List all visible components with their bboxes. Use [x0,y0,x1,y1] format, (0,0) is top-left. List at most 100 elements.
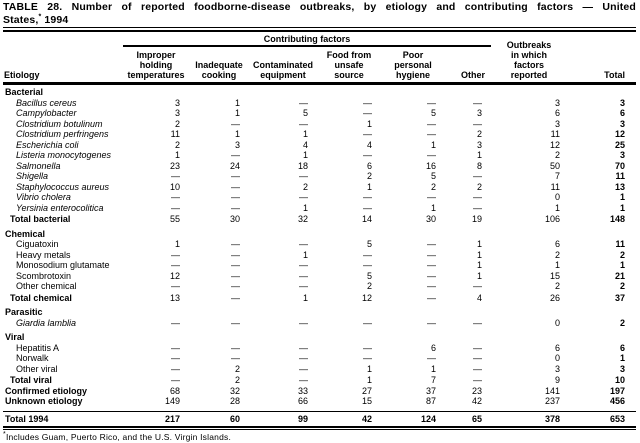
row-label: Total 1994 [5,413,49,424]
row-label: Total chemical [10,292,72,303]
cell-value: 1 [174,150,180,160]
row-label: Escherichia coli [16,139,79,150]
table-body: Bacterial Bacillus cereus 3 1— — — —3 3 Campylob… [3,85,636,426]
cell-value: — [231,171,240,181]
cell-value: — [473,97,482,108]
cell-value: — [299,260,308,270]
cell-value: 23 [169,160,180,171]
cell-value: 3 [619,150,625,160]
cell-value: 9 [554,375,560,385]
cell-value: — [473,118,482,129]
factor-col-header: Inadequate cooking [195,60,243,80]
row-label: Other chemical [16,281,77,291]
cell-value: — [427,292,436,303]
factor-col-header: Poor personal hygiene [394,50,432,80]
row-label: Listeria monocytogenes [16,150,112,160]
table-row: Total chemical 13 — 1 12 — 4 26 37 [3,293,636,304]
cell-value: — [299,363,308,374]
cell-value: 2 [234,363,240,374]
cell-value: 1 [234,129,240,139]
cell-value: 1 [476,249,482,260]
cell-value: — [363,353,372,363]
cell-value: 12 [169,270,180,281]
cell-value: — [299,192,308,202]
cell-value: 5 [430,171,436,181]
table-title-line2-text: States, [3,13,39,26]
factor-col-header: Food from unsafe source [326,50,372,80]
cell-value: 1 [366,118,372,129]
cell-value: 2 [554,150,560,160]
cell-value: 5 [302,108,308,118]
cell-value: — [171,375,180,385]
cell-value: 11 [550,181,560,192]
cell-value: — [473,363,482,374]
cell-value: 1 [430,363,436,374]
factor-col-header: Other [460,70,485,80]
cell-value: 26 [549,292,560,303]
cell-value: 0 [554,317,560,328]
table-row: Unknown etiology 149 28 66 15 87 42 237 456 [3,396,636,407]
row-label: Chemical [5,228,46,239]
cell-value: — [231,181,240,192]
cell-value: 27 [361,385,372,396]
cell-value: — [427,150,436,160]
cell-value: 4 [476,292,482,303]
cell-value: 4 [366,139,372,150]
table-row: Norwalk — — — — — — 0 1 [3,353,636,364]
cell-value: 12 [614,129,625,139]
cell-value: — [427,353,436,363]
cell-value: 6 [554,239,560,249]
row-label: Norwalk [16,353,49,363]
row-label: Viral [5,332,25,342]
table-row: Vibrio cholera — — — — — — 0 1 [3,192,636,203]
table-row: Clostridium perfringens 11 1 1— —2 11 12 [3,129,636,140]
cell-value: 1 [302,249,308,260]
cell-value: 2 [476,181,482,192]
cell-value: 2 [619,317,625,328]
cell-value: 2 [366,171,372,181]
cell-value: — [363,249,372,260]
table-row: Total bacterial 55 30 32 14 30 19 106 148 [3,214,636,225]
cell-value: — [473,192,482,202]
cell-value: 11 [550,129,560,139]
table-row: Viral [3,332,636,343]
table-row: Ciguatoxin 1 — — 5 — 1 6 11 [3,239,636,250]
cell-value: 2 [619,281,625,291]
cell-value: 0 [554,192,560,202]
cell-value: — [231,192,240,202]
row-label: Parasitic [5,307,43,317]
table-header: Etiology Contributing factors Improper h… [3,32,636,85]
cell-value: 1 [366,181,372,192]
cell-value: 106 [544,214,560,224]
cell-value: — [299,375,308,385]
table-row: Heavy metals — — 1 — — 1 2 2 [3,250,636,261]
factor-col-header: Contaminated equipment [252,60,313,80]
cell-value: — [363,150,372,160]
cell-value: 2 [302,181,308,192]
table-row: Monosodium glutamate — — — — — 1 1 1 [3,260,636,271]
col-header-outbreaks-reported: Outbreaks in which factors reported [506,40,552,80]
cell-value: 28 [229,396,240,406]
cell-value: 1 [554,260,560,270]
cell-value: — [473,202,482,213]
cell-value: — [231,260,240,270]
row-label: Total viral [10,375,52,385]
col-header-total: Total [604,70,625,80]
row-label: Salmonella [16,160,61,171]
cell-value: 1 [619,202,625,213]
cell-value: 1 [366,363,372,374]
table-title-line2: States,* 1994 [3,13,636,27]
row-label: Hepatitis A [16,342,60,353]
cell-value: 141 [544,385,560,396]
cell-value: — [299,281,308,291]
cell-value: — [231,118,240,129]
cell-value: 68 [169,385,180,396]
cell-value: — [231,249,240,260]
cell-value: — [231,239,240,249]
cell-value: — [363,342,372,353]
cell-value: 10 [614,375,625,385]
cell-value: — [427,260,436,270]
cell-value: 2 [476,129,482,139]
cell-value: — [427,281,436,291]
cell-value: — [171,171,180,181]
